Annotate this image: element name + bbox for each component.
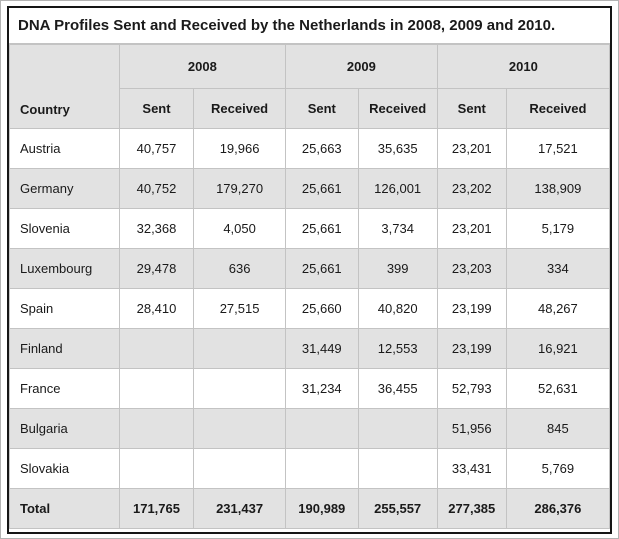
country-cell: Bulgaria xyxy=(9,408,120,449)
value-cell: 25,661 xyxy=(284,208,359,249)
table-row: Spain 28,410 27,515 25,660 40,820 23,199… xyxy=(9,288,610,329)
value-cell: 636 xyxy=(193,248,286,289)
value-cell: 52,631 xyxy=(505,368,610,409)
total-value-cell: 277,385 xyxy=(436,488,507,529)
value-cell: 48,267 xyxy=(505,288,610,329)
total-value-cell: 231,437 xyxy=(193,488,286,529)
value-cell: 32,368 xyxy=(118,208,195,249)
value-cell: 52,793 xyxy=(436,368,507,409)
value-cell: 19,966 xyxy=(193,128,286,169)
year-header-row: Country 2008 2009 2010 xyxy=(9,44,610,129)
value-cell xyxy=(193,368,286,409)
value-cell: 3,734 xyxy=(357,208,438,249)
value-cell: 28,410 xyxy=(118,288,195,329)
sent-header-2008: Sent xyxy=(118,88,195,129)
table-row: Finland 31,449 12,553 23,199 16,921 xyxy=(9,328,610,369)
total-label-cell: Total xyxy=(9,488,120,529)
value-cell: 4,050 xyxy=(193,208,286,249)
table-row: Bulgaria 51,956 845 xyxy=(9,408,610,449)
value-cell xyxy=(357,408,438,449)
table-row: France 31,234 36,455 52,793 52,631 xyxy=(9,368,610,409)
total-value-cell: 255,557 xyxy=(357,488,438,529)
table-title: DNA Profiles Sent and Received by the Ne… xyxy=(9,8,610,44)
value-cell: 138,909 xyxy=(505,168,610,209)
value-cell: 12,553 xyxy=(357,328,438,369)
value-cell xyxy=(118,448,195,489)
table-row: Luxembourg 29,478 636 25,661 399 23,203 … xyxy=(9,248,610,289)
country-header: Country xyxy=(9,44,120,129)
value-cell: 23,201 xyxy=(436,208,507,249)
value-cell: 17,521 xyxy=(505,128,610,169)
value-cell: 29,478 xyxy=(118,248,195,289)
value-cell: 23,201 xyxy=(436,128,507,169)
value-cell xyxy=(357,448,438,489)
value-cell: 25,660 xyxy=(284,288,359,329)
value-cell: 51,956 xyxy=(436,408,507,449)
value-cell: 5,769 xyxy=(505,448,610,489)
total-value-cell: 190,989 xyxy=(284,488,359,529)
table-row: Slovakia 33,431 5,769 xyxy=(9,448,610,489)
received-header-2009: Received xyxy=(357,88,438,129)
value-cell: 179,270 xyxy=(193,168,286,209)
value-cell xyxy=(118,368,195,409)
value-cell: 5,179 xyxy=(505,208,610,249)
value-cell: 40,752 xyxy=(118,168,195,209)
value-cell xyxy=(284,448,359,489)
received-header-2010: Received xyxy=(505,88,610,129)
sent-header-2009: Sent xyxy=(284,88,359,129)
total-row: Total 171,765 231,437 190,989 255,557 27… xyxy=(9,488,610,529)
year-header-2009: 2009 xyxy=(284,44,438,89)
value-cell: 16,921 xyxy=(505,328,610,369)
year-header-2008: 2008 xyxy=(118,44,286,89)
value-cell: 23,203 xyxy=(436,248,507,289)
value-cell xyxy=(118,328,195,369)
sent-header-2010: Sent xyxy=(436,88,507,129)
value-cell: 23,199 xyxy=(436,288,507,329)
country-cell: France xyxy=(9,368,120,409)
subheader-row: Sent Received Sent Received Sent Receive… xyxy=(10,88,610,129)
country-cell: Slovenia xyxy=(9,208,120,249)
country-cell: Slovakia xyxy=(9,448,120,489)
value-cell xyxy=(193,408,286,449)
country-cell: Luxembourg xyxy=(9,248,120,289)
value-cell: 23,202 xyxy=(436,168,507,209)
received-header-2008: Received xyxy=(193,88,286,129)
total-value-cell: 171,765 xyxy=(118,488,195,529)
country-cell: Spain xyxy=(9,288,120,329)
value-cell: 334 xyxy=(505,248,610,289)
year-header-2010: 2010 xyxy=(436,44,610,89)
value-cell: 27,515 xyxy=(193,288,286,329)
value-cell: 25,663 xyxy=(284,128,359,169)
value-cell: 126,001 xyxy=(357,168,438,209)
dna-profiles-table: Country 2008 2009 2010 Sent Received Sen… xyxy=(9,44,610,529)
table-row: Slovenia 32,368 4,050 25,661 3,734 23,20… xyxy=(9,208,610,249)
value-cell xyxy=(284,408,359,449)
value-cell xyxy=(118,408,195,449)
dna-profiles-table-card: DNA Profiles Sent and Received by the Ne… xyxy=(7,6,612,534)
value-cell xyxy=(193,328,286,369)
country-cell: Finland xyxy=(9,328,120,369)
value-cell: 25,661 xyxy=(284,168,359,209)
value-cell: 31,234 xyxy=(284,368,359,409)
value-cell: 33,431 xyxy=(436,448,507,489)
value-cell: 399 xyxy=(357,248,438,289)
table-row: Austria 40,757 19,966 25,663 35,635 23,2… xyxy=(9,128,610,169)
value-cell: 36,455 xyxy=(357,368,438,409)
value-cell xyxy=(193,448,286,489)
value-cell: 35,635 xyxy=(357,128,438,169)
value-cell: 23,199 xyxy=(436,328,507,369)
table-row: Germany 40,752 179,270 25,661 126,001 23… xyxy=(9,168,610,209)
value-cell: 40,820 xyxy=(357,288,438,329)
country-cell: Germany xyxy=(9,168,120,209)
country-cell: Austria xyxy=(9,128,120,169)
value-cell: 31,449 xyxy=(284,328,359,369)
value-cell: 40,757 xyxy=(118,128,195,169)
value-cell: 845 xyxy=(505,408,610,449)
value-cell: 25,661 xyxy=(284,248,359,289)
total-value-cell: 286,376 xyxy=(505,488,610,529)
